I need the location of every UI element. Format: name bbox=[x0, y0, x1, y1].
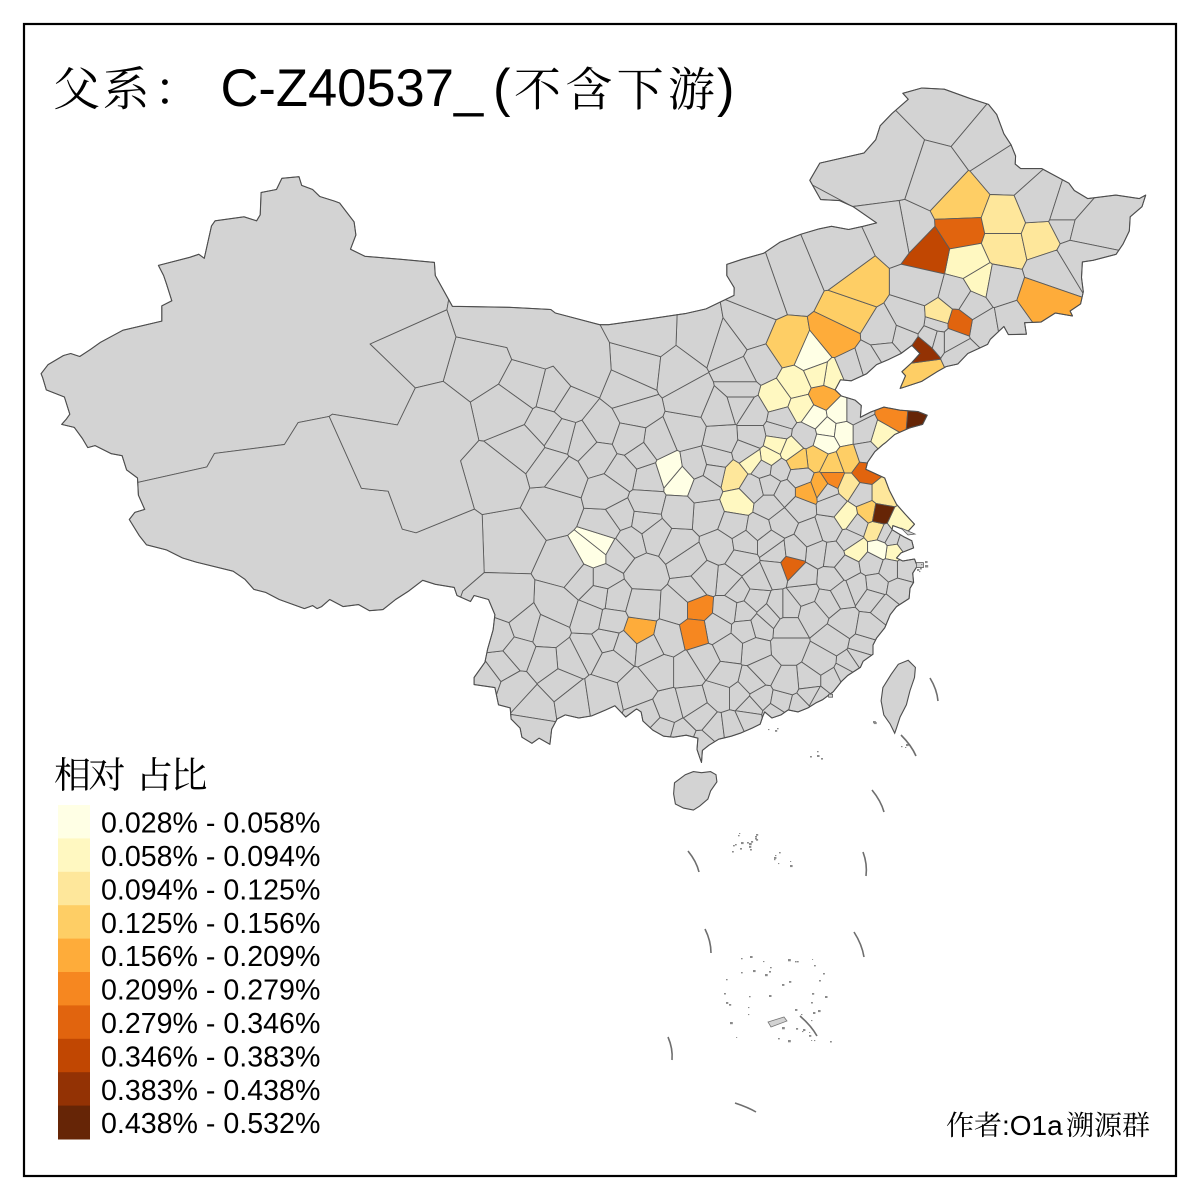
svg-text:C-Z40537_: C-Z40537_ bbox=[221, 59, 484, 118]
svg-text:): ) bbox=[717, 59, 734, 118]
svg-text:0.279% - 0.346%: 0.279% - 0.346% bbox=[101, 1008, 320, 1040]
svg-text:0.125% - 0.156%: 0.125% - 0.156% bbox=[101, 908, 320, 940]
svg-text:0.028% - 0.058%: 0.028% - 0.058% bbox=[101, 808, 320, 840]
svg-text::O1a: :O1a bbox=[1002, 1110, 1063, 1141]
svg-text:0.346% - 0.383%: 0.346% - 0.383% bbox=[101, 1041, 320, 1073]
svg-text:(: ( bbox=[493, 59, 511, 118]
svg-text:0.209% - 0.279%: 0.209% - 0.279% bbox=[101, 975, 320, 1007]
svg-text:0.156% - 0.209%: 0.156% - 0.209% bbox=[101, 941, 320, 973]
svg-text:0.094% - 0.125%: 0.094% - 0.125% bbox=[101, 874, 320, 906]
svg-text:0.438% - 0.532%: 0.438% - 0.532% bbox=[101, 1108, 320, 1140]
svg-text:0.058% - 0.094%: 0.058% - 0.094% bbox=[101, 841, 320, 873]
svg-text:0.383% - 0.438%: 0.383% - 0.438% bbox=[101, 1075, 320, 1107]
